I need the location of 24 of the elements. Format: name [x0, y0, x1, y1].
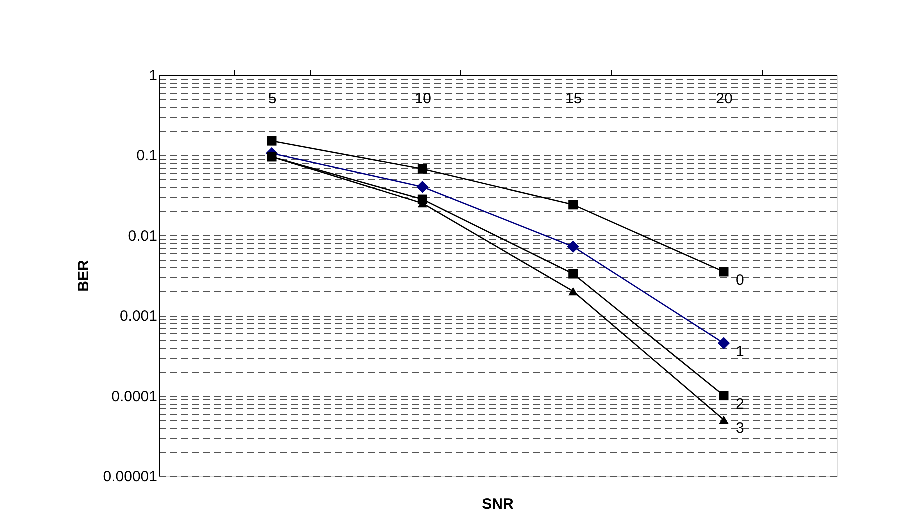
y-tick-label: 0.001	[120, 308, 158, 326]
y-tick-label: 0.1	[136, 148, 158, 165]
point	[719, 267, 729, 277]
point	[719, 416, 729, 424]
series-label: 3	[736, 420, 744, 437]
y-tick-label: 0.01	[128, 228, 158, 245]
point	[568, 287, 578, 296]
point	[267, 136, 277, 146]
series-label: 2	[736, 396, 744, 413]
y-tick-label: 1	[149, 68, 158, 84]
point	[567, 240, 580, 253]
y-tick-label: 0.00001	[103, 468, 158, 486]
x-axis-title: SNR	[482, 496, 514, 513]
point	[568, 269, 578, 279]
point	[718, 337, 730, 350]
x-tick-label: 20	[716, 90, 733, 108]
point	[418, 164, 428, 174]
y-tick-label: 0.0001	[112, 388, 158, 406]
series-label: 0	[736, 272, 744, 289]
point	[719, 391, 729, 401]
point	[568, 200, 578, 210]
y-axis-title: BER	[75, 260, 92, 292]
series-label: 1	[736, 343, 744, 360]
point	[416, 180, 429, 194]
